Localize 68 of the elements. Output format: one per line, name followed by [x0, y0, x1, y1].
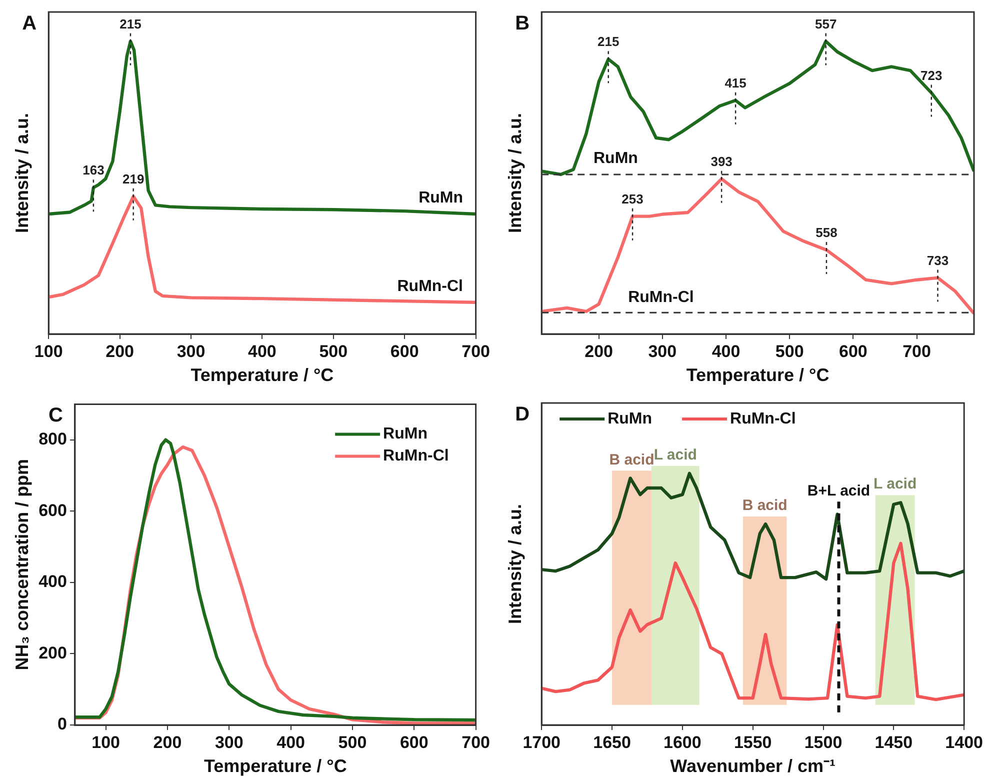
series-label: RuMn-Cl	[628, 288, 694, 306]
annotation: 558	[816, 225, 838, 240]
x-tick-label: 1450	[874, 732, 913, 752]
x-tick-label: 1400	[945, 732, 984, 752]
x-tick-label: 300	[648, 342, 677, 361]
chart-title: C	[48, 404, 63, 427]
annotation: 393	[710, 154, 732, 169]
y-axis-title: NH₃ concentration / ppm	[12, 458, 32, 670]
annotation: 219	[122, 171, 144, 186]
legend-label: RuMn-Cl	[383, 448, 449, 465]
x-tick-label: 600	[838, 342, 868, 361]
chart-title: A	[22, 12, 37, 35]
x-tick-label: 200	[106, 342, 134, 361]
x-tick-label: 100	[34, 342, 63, 361]
x-tick-label: 1550	[734, 732, 772, 752]
annotation: 557	[814, 16, 837, 32]
x-tick-label: 400	[712, 342, 740, 361]
legend-label: RuMn-Cl	[730, 410, 796, 428]
x-tick-label: 1600	[664, 732, 702, 752]
annotation: 163	[82, 162, 104, 178]
legend-label: RuMn	[608, 410, 652, 428]
x-tick-label: 600	[390, 342, 419, 361]
x-tick-label: 700	[462, 732, 490, 752]
x-tick-label: 500	[775, 342, 804, 361]
y-tick-label: 800	[38, 430, 67, 449]
x-tick-label: 500	[338, 732, 367, 752]
annotation: 415	[724, 75, 746, 90]
x-axis-title: Wavenumber / cm⁻¹	[670, 756, 836, 776]
y-axis-title: Intensity / a.u.	[12, 112, 32, 234]
series-label: RuMn	[418, 189, 463, 206]
x-tick-label: 1650	[593, 732, 631, 752]
legend-label: RuMn	[383, 426, 428, 443]
x-axis-title: Temperature / °C	[204, 756, 347, 776]
y-tick-label: 400	[38, 572, 67, 592]
x-tick-label: 300	[176, 342, 206, 361]
x-tick-label: 1500	[804, 732, 842, 752]
x-tick-label: 600	[400, 732, 428, 752]
annotation: 723	[920, 68, 942, 83]
y-axis-title: Intensity / a.u.	[504, 112, 525, 234]
x-tick-label: 300	[214, 732, 244, 752]
y-tick-label: 600	[38, 500, 67, 520]
annotation: 253	[622, 191, 644, 206]
annotation: 215	[598, 34, 620, 50]
x-tick-label: 100	[92, 732, 120, 752]
y-tick-label: 200	[38, 643, 67, 662]
x-tick-label: 200	[584, 342, 614, 361]
x-tick-label: 700	[902, 342, 931, 361]
band-label: B acid	[609, 451, 654, 468]
annotation: 215	[120, 16, 142, 32]
x-tick-label: 700	[462, 342, 490, 361]
series-label: RuMn	[593, 150, 638, 167]
ref-line-label: B+L acid	[807, 482, 870, 500]
band-label: L acid	[654, 446, 697, 464]
series-label: RuMn-Cl	[397, 278, 463, 295]
y-tick-label: 0	[57, 714, 67, 734]
x-axis-title: Temperature / °C	[686, 365, 830, 386]
band-label: B acid	[742, 497, 788, 514]
x-tick-label: 400	[248, 342, 276, 361]
x-tick-label: 1700	[522, 732, 561, 752]
chart-title: D	[515, 404, 530, 426]
annotation: 733	[926, 252, 949, 268]
x-tick-label: 400	[276, 732, 305, 752]
band-label: L acid	[874, 476, 917, 493]
x-tick-label: 500	[319, 342, 348, 361]
chart-title: B	[515, 12, 530, 35]
x-tick-label: 200	[153, 732, 182, 752]
y-axis-title: Intensity / a.u.	[504, 504, 525, 624]
x-axis-title: Temperature / °C	[190, 365, 334, 386]
